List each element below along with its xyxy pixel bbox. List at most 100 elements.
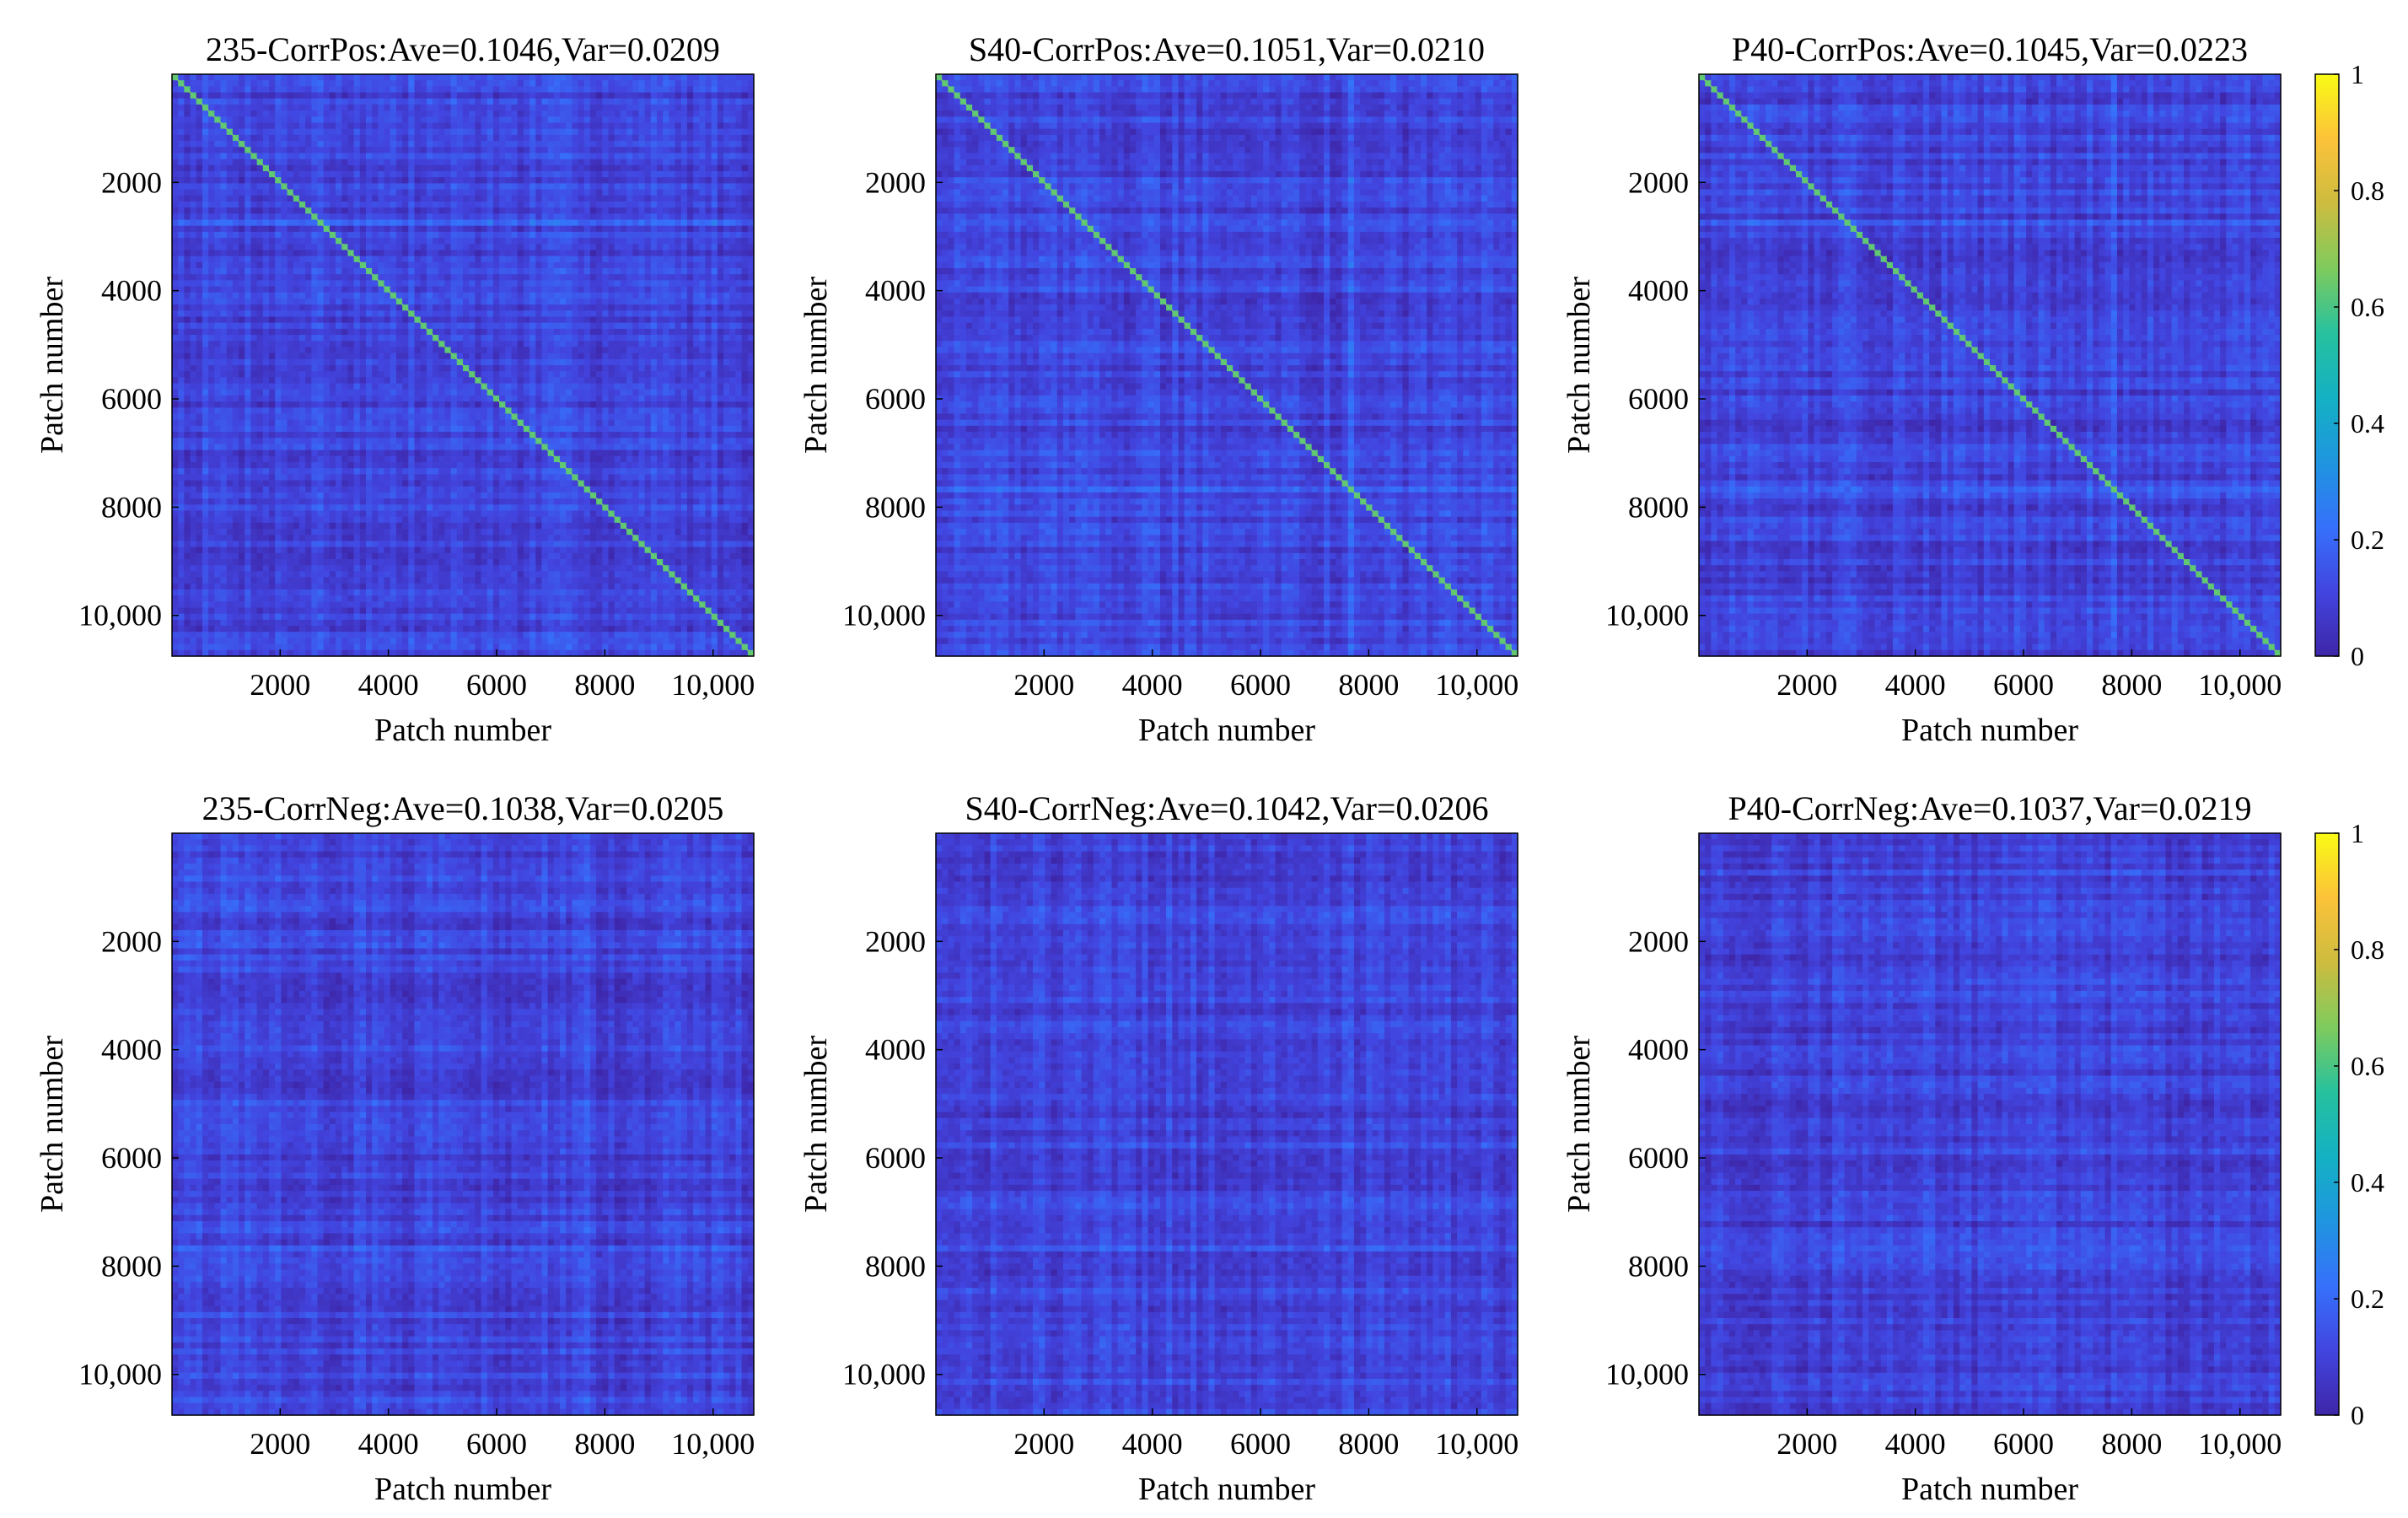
heatmap-cell [360,196,367,202]
heatmap-cell [651,153,658,159]
heatmap-cell [554,80,561,87]
heatmap-cell [615,141,621,148]
heatmap-cell [475,220,481,227]
heatmap-cell [269,159,276,166]
heatmap-cell [330,93,336,100]
heatmap-cell [299,177,306,184]
heatmap-cell [584,129,591,136]
heatmap-cell [202,80,209,87]
heatmap-cell [524,220,530,227]
heatmap-cell [493,141,500,148]
heatmap-cell [626,93,633,100]
heatmap-cell [729,213,736,220]
heatmap-cell [191,202,197,208]
heatmap-cell [396,135,403,142]
heatmap-cell [572,105,578,111]
heatmap-cell [330,99,336,105]
heatmap-cell [499,105,506,111]
heatmap-cell [541,190,548,196]
heatmap-cell [324,135,331,142]
heatmap-cell [269,213,276,220]
heatmap-cell [347,123,354,130]
heatmap-cell [208,116,215,123]
heatmap-cell [632,99,639,105]
heatmap-cell [615,171,621,178]
heatmap-cell [554,177,561,184]
heatmap-cell [475,99,481,105]
heatmap-cell [288,99,294,105]
heatmap-cell [657,93,664,100]
heatmap-cell [651,220,658,227]
heatmap-cell [663,110,669,117]
heatmap-cell [433,159,439,166]
heatmap-cell [299,190,306,196]
heatmap-cell [305,105,312,111]
heatmap-cell [196,226,203,233]
heatmap-cell [463,74,470,81]
heatmap-cell [172,141,179,148]
heatmap-cell [396,147,403,153]
heatmap-cell [566,135,572,142]
heatmap-cell [469,196,476,202]
heatmap-cell [444,220,451,227]
heatmap-cell [742,123,749,130]
heatmap-cell [657,159,664,166]
heatmap-cell [451,135,458,142]
heatmap-cell [444,171,451,178]
heatmap-cell [330,105,336,111]
heatmap-cell [729,135,736,142]
heatmap-cell [299,165,306,172]
heatmap-cell [693,129,700,136]
heatmap-cell [529,159,536,166]
heatmap-cell [438,190,445,196]
heatmap-cell [457,93,464,100]
heatmap-cell [299,147,306,153]
heatmap-cell [366,213,373,220]
heatmap-cell [202,116,209,123]
heatmap-cell [311,135,318,142]
heatmap-cell [735,116,742,123]
heatmap-cell [621,207,627,214]
heatmap-cell [299,80,306,87]
heatmap-cell [438,105,445,111]
heatmap-cell [202,202,209,208]
heatmap-cell [632,165,639,172]
heatmap-cell [239,202,245,208]
heatmap-cell [421,123,427,130]
heatmap-cell [354,202,361,208]
heatmap-cell [318,110,325,117]
heatmap-cell [548,99,555,105]
heatmap-cell [596,110,603,117]
heatmap-cell [257,202,264,208]
heatmap-cell [505,153,512,159]
heatmap-cell [621,80,627,87]
heatmap-cell [706,99,712,105]
heatmap-cell [239,226,245,233]
heatmap-cell [318,74,325,81]
heatmap-cell [257,220,264,227]
heatmap-cell [275,190,282,196]
heatmap-cell [275,123,282,130]
heatmap-cell [706,207,712,214]
heatmap-cell [512,190,519,196]
heatmap-cell [347,147,354,153]
heatmap-cell [347,93,354,100]
heatmap-cell [706,177,712,184]
heatmap-cell [275,141,282,148]
heatmap-cell [493,116,500,123]
heatmap-cell [669,86,675,93]
heatmap-cell [687,99,694,105]
heatmap-cell [475,116,481,123]
heatmap-cell [263,110,270,117]
heatmap-cell [675,159,682,166]
heatmap-cell [578,110,585,117]
heatmap-cell [524,165,530,172]
heatmap-cell [681,171,688,178]
heatmap-cell [596,74,603,81]
heatmap-cell [444,141,451,148]
heatmap-cell [239,177,245,184]
heatmap-cell [469,93,476,100]
heatmap-cell [626,110,633,117]
heatmap-cell [475,74,481,81]
heatmap-cell [311,93,318,100]
